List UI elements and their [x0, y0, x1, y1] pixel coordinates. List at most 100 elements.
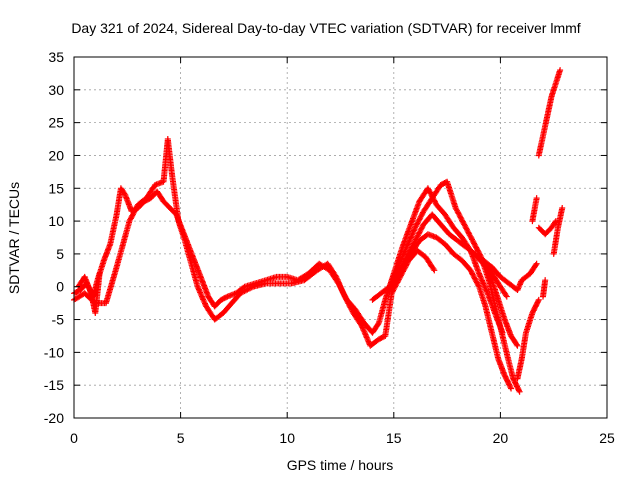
data-point: [333, 273, 348, 299]
data-point: [382, 291, 395, 339]
data-point: [203, 303, 217, 322]
data-point: [540, 278, 548, 300]
series-track-5: [399, 231, 515, 392]
data-point: [480, 260, 494, 276]
data-point: [535, 134, 546, 159]
data-point: [237, 284, 255, 297]
data-point: [450, 250, 464, 263]
data-point: [369, 321, 382, 336]
data-point: [488, 329, 501, 361]
data-point: [113, 242, 126, 270]
data-point: [160, 198, 172, 210]
data-point: [518, 331, 529, 362]
data-point: [533, 195, 540, 202]
x-axis-title: GPS time / hours: [287, 457, 394, 473]
data-point: [529, 298, 542, 316]
data-point: [192, 260, 205, 282]
data-point: [81, 273, 94, 295]
data-point: [437, 221, 452, 237]
y-tick-label: -20: [44, 410, 64, 426]
series-track-3: [369, 178, 521, 349]
data-point: [495, 280, 509, 299]
data-point: [92, 272, 103, 316]
data-point: [550, 226, 561, 257]
data-point: [399, 252, 413, 270]
data-point: [555, 206, 565, 231]
data-point: [467, 267, 482, 289]
data-point: [544, 94, 555, 120]
data-point: [169, 172, 182, 223]
data-point: [486, 280, 499, 312]
data-point: [535, 296, 542, 303]
data-point: [508, 385, 515, 392]
data-point: [341, 293, 356, 315]
data-point: [497, 273, 511, 286]
data-point: [395, 245, 409, 270]
data-point: [412, 209, 426, 231]
data-point: [301, 268, 319, 284]
x-tick-label: 5: [177, 430, 185, 446]
series-track-14: [75, 270, 103, 316]
grid: [74, 57, 607, 418]
data-point: [375, 298, 388, 326]
series-track-9: [529, 195, 540, 225]
data-point: [461, 221, 475, 243]
data-point: [499, 333, 512, 364]
data-point: [100, 242, 113, 264]
data-point: [540, 114, 550, 139]
data-point: [350, 310, 364, 328]
data-point: [548, 81, 559, 100]
series-track-6: [471, 250, 510, 300]
data-point: [493, 306, 506, 338]
chart-title: Day 321 of 2024, Sidereal Day-to-day VTE…: [71, 20, 580, 36]
data-point: [446, 231, 460, 243]
data-point: [469, 237, 484, 259]
data-point: [508, 333, 520, 348]
data-point: [431, 267, 438, 274]
data-point: [433, 201, 447, 217]
data-point: [324, 260, 339, 279]
data-point: [476, 283, 488, 308]
data-point: [407, 199, 422, 228]
data-point: [120, 219, 132, 248]
data-point: [495, 296, 508, 321]
series-track-12: [550, 204, 566, 257]
data-point: [516, 388, 523, 395]
data-point: [407, 239, 422, 257]
data-point: [527, 262, 539, 277]
data-point: [433, 234, 447, 247]
data-point: [211, 310, 225, 323]
data-point: [414, 247, 428, 260]
data-point: [523, 311, 535, 336]
data-point: [482, 303, 495, 335]
data-point: [175, 218, 188, 243]
data-point: [437, 179, 449, 188]
data-point: [416, 186, 431, 205]
data-point: [463, 244, 477, 256]
data-point: [369, 291, 383, 303]
data-point: [503, 293, 510, 300]
data-point: [126, 203, 141, 225]
plot-frame: [73, 56, 608, 419]
data-point: [476, 270, 490, 295]
data-point: [454, 237, 469, 250]
y-tick-label: 25: [48, 115, 64, 131]
data-point: [154, 188, 166, 204]
y-tick-label: -5: [52, 312, 65, 328]
data-point: [367, 337, 381, 349]
data-point: [488, 270, 501, 286]
data-point: [211, 297, 223, 310]
axis-ticks: 0 5 10 15 20 25 -20 -15 -10 -5 0 5 10 15 20 25 30 35: [44, 49, 615, 446]
data-point: [548, 219, 558, 231]
data-point: [103, 265, 120, 307]
data-point: [450, 224, 465, 240]
data-point: [143, 183, 158, 202]
y-tick-label: 0: [56, 279, 64, 295]
y-tick-label: 5: [56, 246, 64, 262]
y-tick-label: 10: [48, 213, 64, 229]
data-point: [514, 278, 525, 293]
data-point: [529, 196, 540, 225]
data-point: [552, 68, 563, 87]
